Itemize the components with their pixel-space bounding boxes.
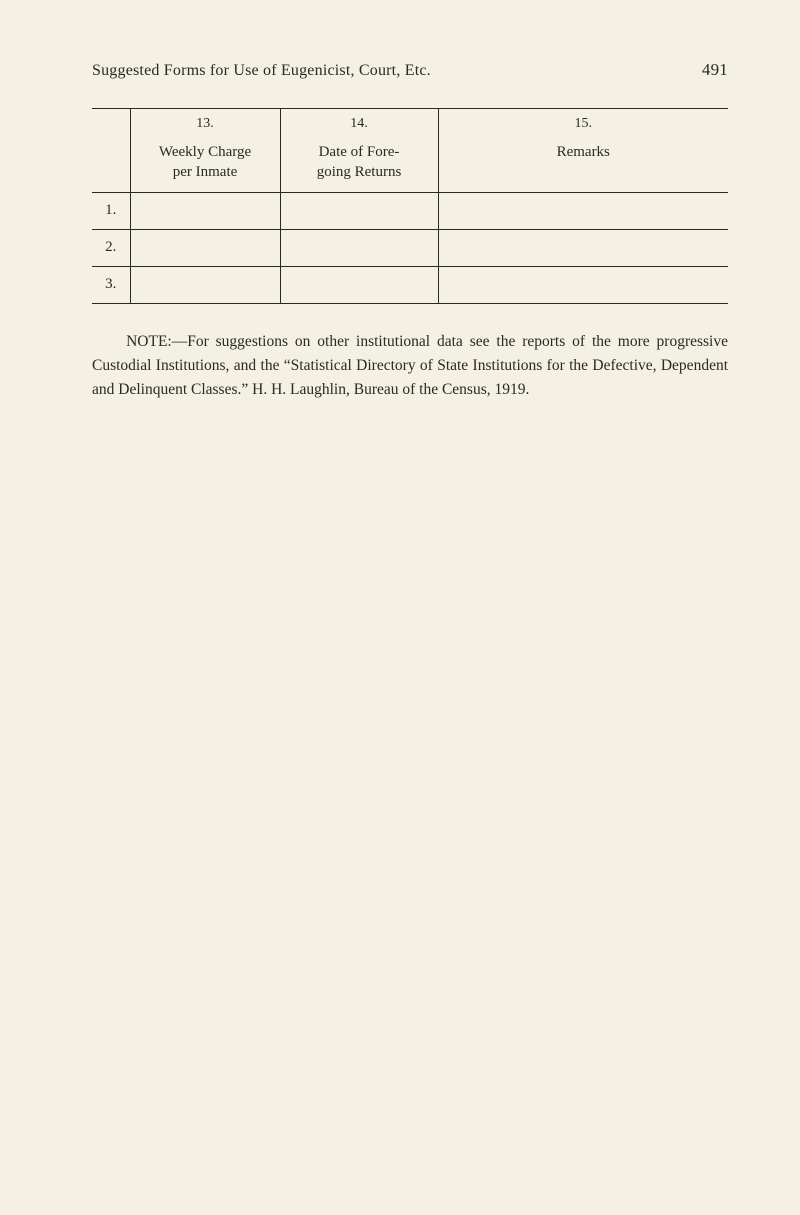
table-row: 2. xyxy=(92,230,728,267)
cell xyxy=(438,267,728,304)
cell xyxy=(438,230,728,267)
cell xyxy=(130,193,280,230)
col-label-line: Date of Fore- xyxy=(287,143,432,163)
row-number: 2. xyxy=(92,230,130,267)
cell xyxy=(280,193,438,230)
running-head: Suggested Forms for Use of Eugenicist, C… xyxy=(92,60,728,80)
table-header-row: 13. Weekly Charge per Inmate 14. Date of… xyxy=(92,109,728,193)
cell xyxy=(280,267,438,304)
cell xyxy=(438,193,728,230)
col-label-line: going Returns xyxy=(287,163,432,183)
note-paragraph: NOTE:—For suggestions on other instituti… xyxy=(92,330,728,402)
cell xyxy=(130,267,280,304)
row-number: 3. xyxy=(92,267,130,304)
table-header-15: 15. Remarks xyxy=(438,109,728,193)
col-number: 14. xyxy=(287,115,432,133)
table-header-14: 14. Date of Fore- going Returns xyxy=(280,109,438,193)
form-table: 13. Weekly Charge per Inmate 14. Date of… xyxy=(92,108,728,304)
table-row: 1. xyxy=(92,193,728,230)
cell xyxy=(130,230,280,267)
col-number: 15. xyxy=(445,115,723,133)
running-title: Suggested Forms for Use of Eugenicist, C… xyxy=(92,62,431,80)
col-label-line: Weekly Charge xyxy=(137,143,274,163)
col-label-line: per Inmate xyxy=(137,163,274,183)
cell xyxy=(280,230,438,267)
row-number: 1. xyxy=(92,193,130,230)
col-number: 13. xyxy=(137,115,274,133)
table-row: 3. xyxy=(92,267,728,304)
page-number: 491 xyxy=(702,60,728,80)
col-label-line: Remarks xyxy=(445,143,723,163)
table-header-13: 13. Weekly Charge per Inmate xyxy=(130,109,280,193)
table-header-blank xyxy=(92,109,130,193)
page: Suggested Forms for Use of Eugenicist, C… xyxy=(0,0,800,478)
